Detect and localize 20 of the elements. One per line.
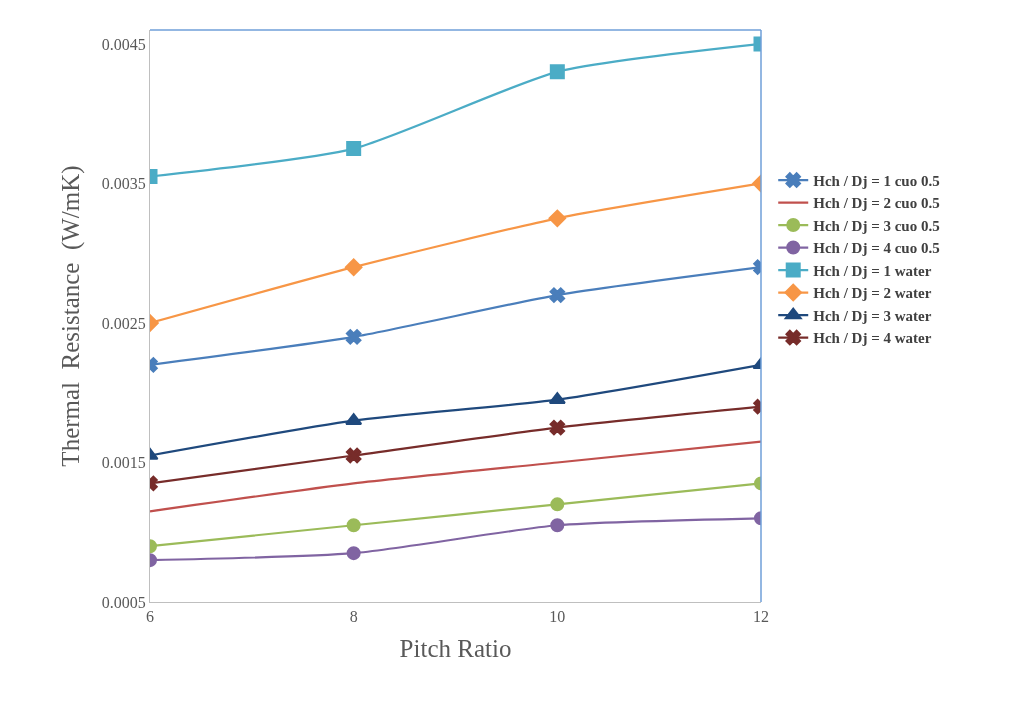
legend-label: Hch / Dj = 2 water xyxy=(813,285,932,302)
y-tick-label: 0.0025 xyxy=(101,314,146,332)
x-tick-label: 8 xyxy=(349,608,358,626)
legend-label: Hch / Dj = 2 cuo 0.5 xyxy=(813,195,940,212)
y-tick-label: 0.0035 xyxy=(101,175,146,193)
legend-label: Hch / Dj = 1 water xyxy=(813,262,932,279)
legend-label: Hch / Dj = 3 cuo 0.5 xyxy=(813,217,940,234)
x-tick-label: 6 xyxy=(146,608,154,626)
y-tick-label: 0.0005 xyxy=(101,593,146,611)
legend-label: Hch / Dj = 3 water xyxy=(813,307,932,324)
x-tick-label: 10 xyxy=(549,608,566,626)
line-series xyxy=(150,440,761,513)
legend-label: Hch / Dj = 1 cuo 0.5 xyxy=(813,172,940,189)
y-tick-label: 0.0045 xyxy=(101,35,146,53)
legend-label: Hch / Dj = 4 cuo 0.5 xyxy=(813,240,940,257)
y-tick-label: 0.0015 xyxy=(101,454,146,472)
y-axis-title: Thermal Resistance (W/mK) xyxy=(56,165,85,467)
x-axis-title: Pitch Ratio xyxy=(399,635,512,663)
legend-label: Hch / Dj = 4 water xyxy=(813,330,932,347)
x-tick-label: 12 xyxy=(753,608,769,626)
